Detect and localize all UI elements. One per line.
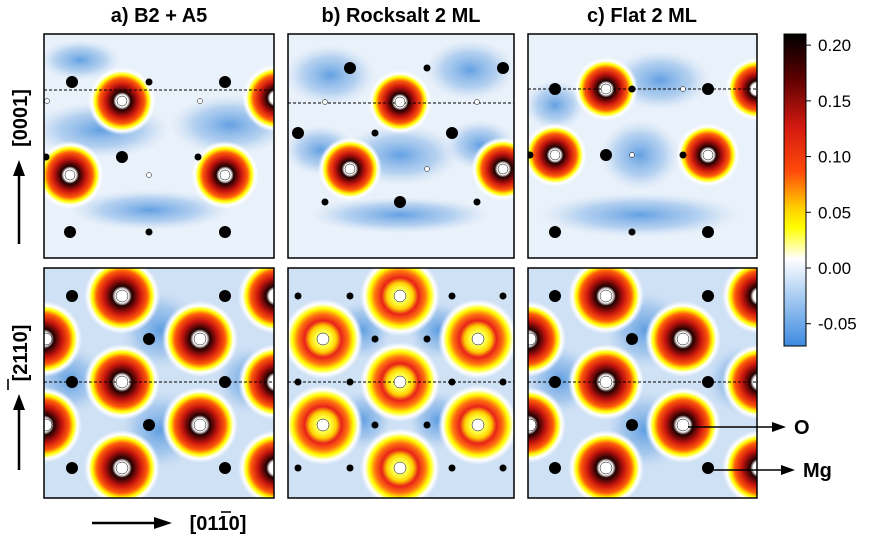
panel-a-top-frame xyxy=(43,33,275,259)
o-legend-arrowhead xyxy=(772,422,786,432)
panel-a-top xyxy=(44,34,274,258)
panel-b-bottom-frame xyxy=(287,267,515,499)
colorbar: 0.20 0.15 0.10 0.05 0.00 -0.05 xyxy=(783,33,857,347)
mg-legend-label: Mg xyxy=(803,460,832,482)
o-atoms xyxy=(549,83,714,161)
axis-0001-arrowhead xyxy=(13,160,25,176)
panel-c-top-frame xyxy=(527,33,758,259)
mg-legend-arrowhead xyxy=(781,465,795,475)
o-atoms xyxy=(316,289,485,475)
colorbar-tick-label: 0.15 xyxy=(818,92,851,111)
colorbar-tick-label: 0.20 xyxy=(818,36,851,55)
panel-a-title: a) B2 + A5 xyxy=(111,5,208,27)
panel-c-title: c) Flat 2 ML xyxy=(587,5,697,27)
colorbar-tick-label: 0.00 xyxy=(818,259,851,278)
axis-0110-arrowhead xyxy=(154,517,172,529)
panel-b-top xyxy=(288,34,514,258)
mg-atoms xyxy=(66,290,231,474)
o-atoms xyxy=(322,96,509,175)
panel-c-top xyxy=(528,34,757,258)
panel-b-top-frame xyxy=(287,33,515,259)
o-atoms xyxy=(44,95,231,181)
axis-0001: [0001] xyxy=(10,89,32,244)
panel-b-bottom xyxy=(288,268,514,498)
o-legend-label: O xyxy=(794,417,810,439)
o-atoms xyxy=(528,289,690,475)
axis-0110: [0110] xyxy=(92,511,247,535)
mg-legend: Mg xyxy=(712,460,832,482)
colorbar-tick-label: 0.10 xyxy=(818,148,851,167)
density-field xyxy=(288,40,514,233)
panel-c-bottom xyxy=(528,268,757,498)
mg-atoms xyxy=(549,290,714,474)
colorbar-ticks: 0.20 0.15 0.10 0.05 0.00 -0.05 xyxy=(806,36,857,334)
panel-a-bottom xyxy=(44,268,274,498)
panel-a-bottom-frame xyxy=(43,267,275,499)
colorbar-tick-label: 0.05 xyxy=(818,203,851,222)
mg-atoms xyxy=(292,62,509,208)
axis-2110: [2110] xyxy=(7,325,32,470)
mg-atoms xyxy=(528,83,714,238)
panel-b-title: b) Rocksalt 2 ML xyxy=(322,5,481,27)
axis-0110-label: [0110] xyxy=(190,513,247,535)
colorbar-tick-label: -0.05 xyxy=(818,315,857,334)
panel-c-bottom-frame xyxy=(527,267,758,499)
mg-atoms xyxy=(294,292,507,472)
axis-2110-arrowhead xyxy=(13,394,25,410)
o-atoms xyxy=(44,289,207,475)
density-field xyxy=(528,268,757,498)
o-legend: O xyxy=(688,417,810,439)
mg-atoms xyxy=(44,76,231,238)
colorbar-gradient xyxy=(783,33,807,347)
axis-2110-label: [2110] xyxy=(10,325,32,382)
axis-0001-label: [0001] xyxy=(10,89,32,147)
density-field xyxy=(44,268,274,498)
